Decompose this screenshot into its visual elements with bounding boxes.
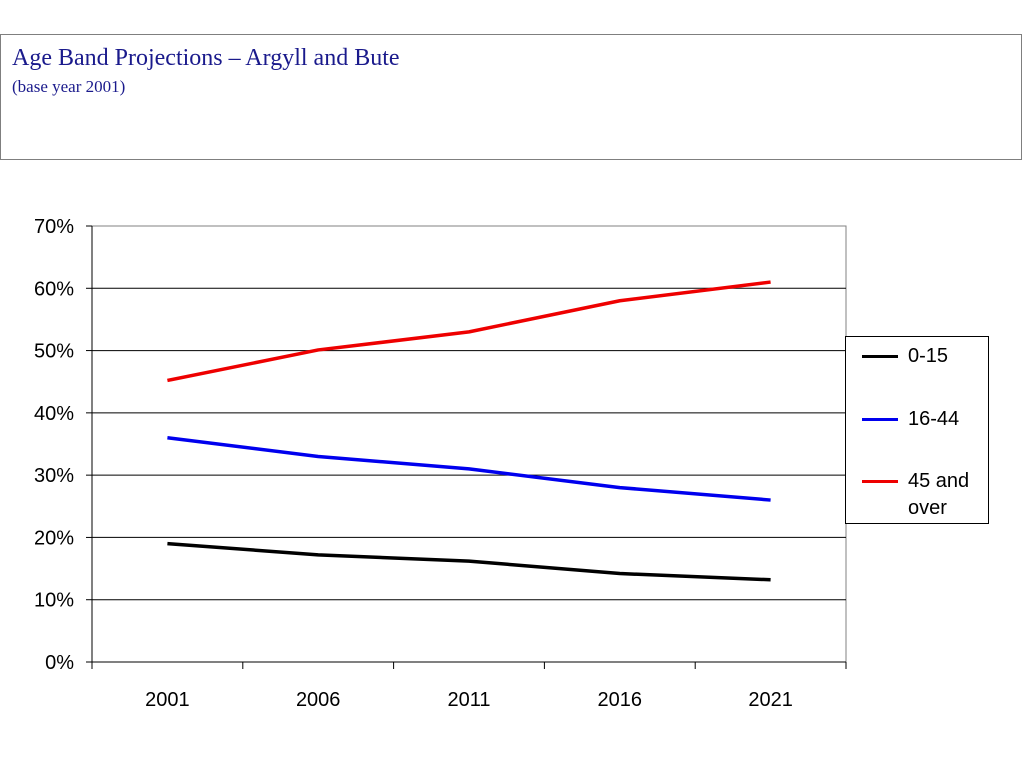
series-line-0-15 [167,541,771,582]
series-line-45-and-over [167,280,771,383]
y-tick-label: 50% [34,341,74,363]
legend-swatch [862,480,898,483]
y-tick-label: 20% [34,527,74,549]
x-tick-label: 2021 [748,689,793,711]
chart-title: Age Band Projections – Argyll and Bute [12,45,400,71]
chart-subtitle: (base year 2001) [12,77,126,96]
x-tick-label: 2006 [296,689,341,711]
y-tick-label: 0% [45,652,74,674]
y-tick-label: 40% [34,403,74,425]
chart-legend: 0-15 16-44 45 and over [845,336,989,524]
legend-swatch [862,418,898,421]
x-tick-label: 2011 [447,689,490,711]
x-tick-label: 2001 [145,689,190,711]
legend-label: 45 and over [908,470,970,519]
title-box: Age Band Projections – Argyll and Bute (… [0,34,1022,160]
y-tick-label: 10% [34,590,74,612]
series-line-16-44 [167,436,771,502]
y-tick-label: 30% [34,465,74,487]
y-tick-label: 70% [34,216,74,238]
y-tick-label: 60% [34,278,74,300]
x-tick-label: 2016 [598,689,643,711]
legend-label: 0-15 [908,345,949,367]
legend-swatch [862,355,898,358]
legend-label: 16-44 [908,408,960,430]
